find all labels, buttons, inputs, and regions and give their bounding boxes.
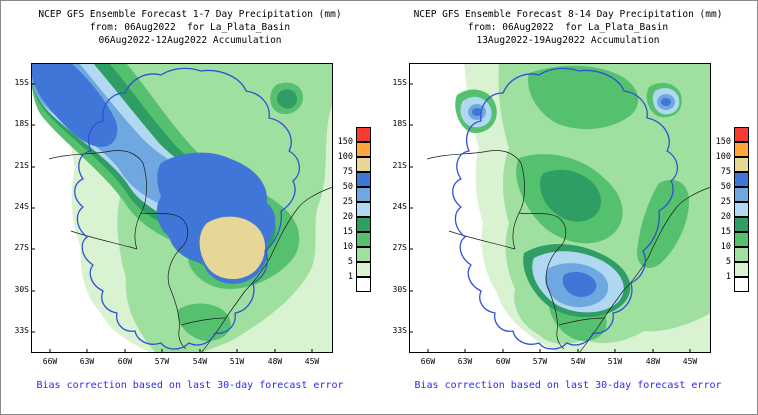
- lat-tick-label: 18S: [392, 119, 407, 128]
- lon-tick-label: 57W: [532, 357, 548, 366]
- legend-label: 10: [720, 242, 731, 252]
- basin-outline: [74, 67, 300, 350]
- legend-label: 20: [342, 212, 353, 222]
- lon-tick-label: 63W: [457, 357, 473, 366]
- legend-color-box: [734, 262, 749, 277]
- precipitation-map-week1: [31, 63, 333, 353]
- panel-subtitle: from: 06Aug2022 for La_Plata_Basin: [89, 22, 291, 33]
- map-frame: [409, 63, 711, 353]
- legend-color-box: [734, 217, 749, 232]
- lon-tick-label: 54W: [570, 357, 586, 366]
- legend-color-box: [734, 157, 749, 172]
- legend-label: 150: [337, 137, 353, 147]
- legend-label: 50: [342, 182, 353, 192]
- legend-color-box: [356, 142, 371, 157]
- legend-color-box: [356, 232, 371, 247]
- lat-tick-label: 33S: [392, 326, 407, 335]
- legend-label: 75: [720, 167, 731, 177]
- legend-color-box: [356, 187, 371, 202]
- legend-label: 25: [720, 197, 731, 207]
- legend-label: 5: [347, 257, 353, 267]
- legend-color-box: [734, 247, 749, 262]
- lon-tick-label: 66W: [420, 357, 436, 366]
- legend-label: 1: [725, 272, 731, 282]
- legend-label: 15: [342, 227, 353, 237]
- legend-color-box: [734, 142, 749, 157]
- lat-tick-label: 15S: [392, 78, 407, 87]
- lon-tick-label: 48W: [645, 357, 661, 366]
- legend-label: 20: [720, 212, 731, 222]
- legend-color-box: [734, 187, 749, 202]
- legend-label: 100: [715, 152, 731, 162]
- lon-tick-label: 60W: [117, 357, 133, 366]
- legend-color-box: [356, 172, 371, 187]
- legend-color-box: [356, 217, 371, 232]
- lat-tick-label: 27S: [14, 243, 29, 252]
- legend-label: 50: [720, 182, 731, 192]
- lon-tick-label: 51W: [229, 357, 245, 366]
- legend-label: 10: [342, 242, 353, 252]
- country-borders: [426, 150, 711, 353]
- lon-tick-label: 51W: [607, 357, 623, 366]
- lat-tick-label: 24S: [14, 202, 29, 211]
- legend-label: 15: [720, 227, 731, 237]
- bias-correction-note: Bias correction based on last 30-day for…: [414, 380, 722, 391]
- lat-tick-label: 30S: [392, 285, 407, 294]
- lon-tick-label: 63W: [79, 357, 95, 366]
- panel-week2: NCEP GFS Ensemble Forecast 8-14 Day Prec…: [379, 1, 757, 414]
- basin-outline: [452, 67, 678, 350]
- panel-subtitle: from: 06Aug2022 for La_Plata_Basin: [467, 22, 669, 33]
- lon-tick-label: 66W: [42, 357, 58, 366]
- legend-label: 5: [725, 257, 731, 267]
- lon-tick-label: 45W: [682, 357, 698, 366]
- map-area-week2: [409, 63, 711, 353]
- panel-period: 13Aug2022-19Aug2022 Accumulation: [476, 35, 660, 46]
- bias-correction-note: Bias correction based on last 30-day for…: [36, 380, 344, 391]
- lat-tick-label: 21S: [14, 161, 29, 170]
- axis-tick-marks: [31, 83, 313, 353]
- lon-tick-label: 45W: [304, 357, 320, 366]
- panel-week1: NCEP GFS Ensemble Forecast 1-7 Day Preci…: [1, 1, 379, 414]
- panel-period: 06Aug2022-12Aug2022 Accumulation: [98, 35, 282, 46]
- precipitation-map-week2: [409, 63, 711, 353]
- legend-color-box: [356, 157, 371, 172]
- legend-label: 150: [715, 137, 731, 147]
- lat-tick-label: 27S: [392, 243, 407, 252]
- lon-tick-label: 60W: [495, 357, 511, 366]
- legend-color-box: [734, 277, 749, 292]
- legend-color-box: [356, 262, 371, 277]
- legend-color-box: [356, 247, 371, 262]
- axis-tick-marks: [409, 83, 691, 353]
- legend-label: 25: [342, 197, 353, 207]
- legend-color-box: [734, 202, 749, 217]
- legend-label: 100: [337, 152, 353, 162]
- legend-color-box: [734, 232, 749, 247]
- legend-label: 1: [347, 272, 353, 282]
- lat-tick-label: 33S: [14, 326, 29, 335]
- panel-title: NCEP GFS Ensemble Forecast 8-14 Day Prec…: [413, 9, 723, 20]
- panel-title: NCEP GFS Ensemble Forecast 1-7 Day Preci…: [38, 9, 342, 20]
- lon-tick-label: 48W: [267, 357, 283, 366]
- map-frame: [31, 63, 333, 353]
- country-borders: [48, 150, 333, 353]
- lon-tick-label: 54W: [192, 357, 208, 366]
- lon-tick-label: 57W: [154, 357, 170, 366]
- lat-tick-label: 30S: [14, 285, 29, 294]
- legend-color-box: [356, 127, 371, 142]
- legend-color-box: [356, 202, 371, 217]
- legend-color-box: [734, 127, 749, 142]
- lat-tick-label: 15S: [14, 78, 29, 87]
- lat-tick-label: 24S: [392, 202, 407, 211]
- lat-tick-label: 18S: [14, 119, 29, 128]
- legend-color-box: [356, 277, 371, 292]
- legend-label: 75: [342, 167, 353, 177]
- map-area-week1: [31, 63, 333, 353]
- legend-color-box: [734, 172, 749, 187]
- lat-tick-label: 21S: [392, 161, 407, 170]
